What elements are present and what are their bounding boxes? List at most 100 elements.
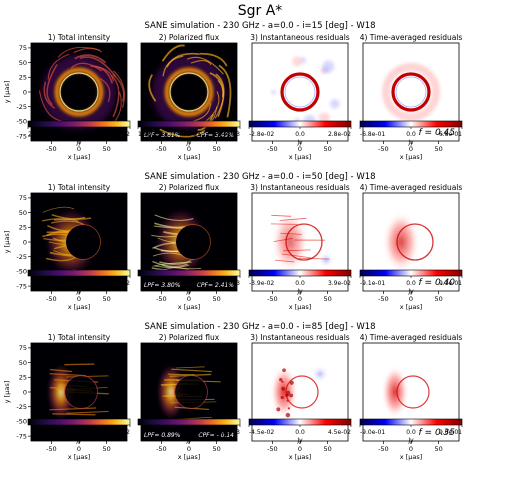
x-axis-label: x [μas] [289, 303, 312, 311]
filament [218, 64, 232, 118]
residual-inner [395, 76, 427, 108]
colorbar-tick-label: -6.8e-01 [360, 131, 385, 138]
x-tick-label: 50 [323, 445, 331, 453]
panel-1: 1) Total intensity -50 0 50 x [μas] 75 50 25 0 -2… [3, 33, 131, 161]
filament [57, 46, 101, 58]
filament [209, 72, 224, 98]
x-tick-label: 0 [77, 295, 81, 303]
row-subtitle: SANE simulation - 230 GHz - a=0.0 - i=85… [144, 322, 375, 332]
x-tick-label: 50 [323, 145, 331, 153]
residual-speck [281, 380, 284, 384]
y-tick-label: 50 [19, 209, 27, 217]
x-tick-label: 0 [187, 145, 191, 153]
residual-ring [285, 375, 319, 409]
panel-3: 3) Instantaneous residuals -50 0 50 x [μas] -… [248, 333, 352, 461]
residual-filament [281, 253, 311, 259]
x-tick-label: 0 [298, 145, 302, 153]
colorbar [27, 120, 131, 128]
residual-ring [396, 223, 434, 261]
f-annotation: f = 0.35 [419, 428, 456, 438]
residual-filament [280, 232, 302, 235]
filament [152, 260, 188, 268]
panel-title: 1) Total intensity [48, 33, 111, 42]
residual-patch [329, 99, 340, 109]
x-tick-label: 0 [409, 145, 413, 153]
colorbar [248, 418, 352, 426]
filament [64, 363, 95, 366]
colorbar-tick-label: -3.9e-02 [249, 280, 274, 287]
y-tick-label: -50 [16, 418, 27, 426]
x-axis-label: x [μas] [289, 453, 312, 461]
filament [154, 214, 194, 222]
colorbar [359, 120, 463, 128]
residual-negative-patch [311, 365, 329, 383]
y-tick-label: 25 [19, 374, 27, 382]
filament [110, 74, 120, 118]
lpf-annotation: LPF= 3.80% [144, 282, 181, 289]
panel-1: 1) Total intensity -50 0 50 x [μas] 75 50 25 0 -2… [3, 183, 131, 311]
panel-title: 2) Polarized flux [159, 183, 220, 192]
colorbar [27, 418, 131, 426]
x-tick-label: 50 [434, 295, 442, 303]
f-annotation: f = 0.45 [419, 128, 456, 138]
x-tick-label: 0 [187, 295, 191, 303]
panel-2: 2) Polarized flux LPF= 3.61% CPF= 3.49% -50… [137, 33, 241, 161]
panel-4: 4) Time-averaged residuals f = 0.35 -50 0 50… [360, 333, 463, 461]
x-tick-label: 0 [409, 295, 413, 303]
black-hole-shadow [172, 77, 204, 109]
filament [45, 256, 77, 262]
x-tick-label: 50 [212, 445, 220, 453]
filament [159, 128, 206, 138]
panel-1: 1) Total intensity -50 0 50 x [μas] 75 50 25 0 -2… [3, 333, 131, 461]
colorbar [137, 120, 241, 128]
residual-speck [287, 407, 291, 410]
y-tick-label: 50 [19, 59, 27, 67]
residual-speck [285, 412, 291, 418]
x-tick-label: -50 [46, 145, 57, 153]
colorbar-unit: Jy [185, 139, 192, 146]
x-tick-label: -50 [378, 295, 389, 303]
colorbar-tick-label: -4.5e-02 [249, 429, 274, 436]
x-tick-label: 0 [77, 145, 81, 153]
colorbar-tick-label: 5.3e-03 [217, 280, 240, 287]
colorbar-unit: Jy [75, 288, 82, 295]
residual-patch [322, 66, 330, 74]
residual-patch [292, 56, 302, 67]
filament [175, 366, 205, 369]
cpf-annotation: CPF= - 0.14 [198, 432, 234, 439]
colorbar-tick-label: 1.2e-11 [177, 429, 200, 436]
residual-speck [276, 407, 281, 412]
x-tick-label: 50 [212, 295, 220, 303]
filament [159, 259, 191, 265]
panel-title: 2) Polarized flux [159, 333, 220, 342]
colorbar-unit: Jy [296, 139, 303, 146]
x-axis-label: x [μas] [178, 153, 201, 161]
filament [94, 65, 114, 82]
filament [52, 413, 96, 416]
colorbar-tick-label: 0.0 [295, 280, 305, 287]
residual-filament [273, 237, 293, 243]
colorbar-tick-label: 7.8e-10 [177, 280, 200, 287]
y-tick-label: 0 [23, 88, 27, 96]
residual-speck [281, 386, 286, 391]
colorbar-tick-label: 1.6e-02 [67, 131, 90, 138]
filament [49, 407, 97, 411]
black-hole-shadow [65, 376, 97, 408]
colorbar-tick-label: 0.0 [295, 131, 305, 138]
residual-filament [275, 259, 295, 263]
y-tick-label: -75 [16, 132, 27, 140]
colorbar-tick-label: 0.0 [406, 429, 416, 436]
x-tick-label: -50 [267, 145, 278, 153]
colorbar-unit: Jy [407, 288, 414, 295]
colorbar-unit: Jy [296, 288, 303, 295]
panel-2: 2) Polarized flux LPF= 0.89% CPF= - 0.14 -5… [137, 333, 241, 461]
y-tick-label: -25 [16, 103, 27, 111]
residual-speck [289, 393, 294, 398]
filament [167, 373, 195, 376]
colorbar-unit: Jy [185, 437, 192, 444]
filament [161, 264, 202, 270]
panel-2: 2) Polarized flux LPF= 3.80% CPF= 2.41% -50… [137, 183, 241, 311]
cpf-annotation: CPF= 2.41% [197, 282, 235, 289]
photon-ring [175, 224, 211, 260]
